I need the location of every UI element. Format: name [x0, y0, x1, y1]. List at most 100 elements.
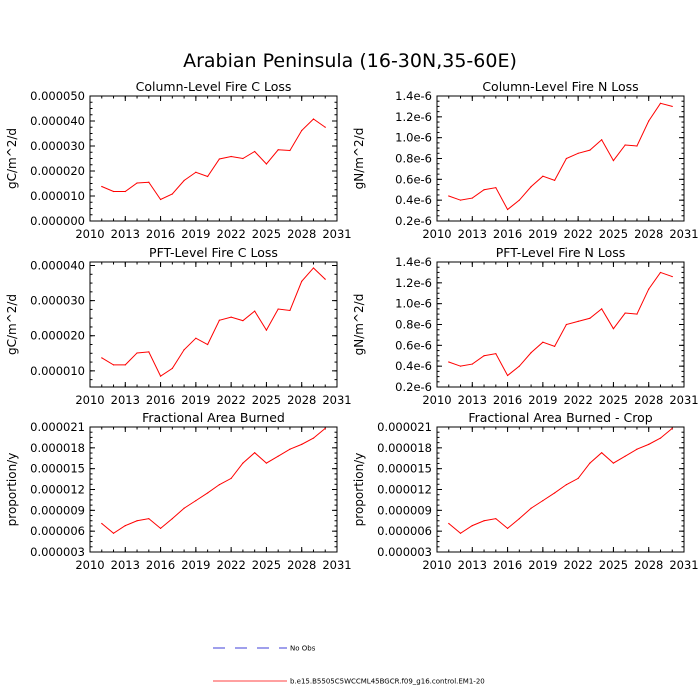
x-tick-label: 2031 [322, 393, 351, 407]
x-tick-label: 2028 [634, 558, 663, 572]
data-point [265, 163, 268, 165]
data-point [254, 452, 256, 454]
data-point [218, 158, 220, 160]
data-point [495, 518, 497, 520]
data-point [518, 199, 520, 201]
data-point [495, 187, 497, 189]
y-axis-label: gC/m^2/d [5, 128, 19, 189]
data-point [159, 198, 162, 201]
data-point [554, 179, 556, 181]
data-point [183, 179, 185, 182]
data-point [506, 208, 509, 211]
series-line [448, 271, 673, 377]
data-point [207, 343, 209, 346]
y-tick-label: 0.000009 [30, 503, 85, 517]
x-tick-label: 2019 [528, 558, 557, 572]
data-point [542, 341, 544, 343]
chart-panels: Column-Level Fire C Loss gC/m^2/d 2010 2013… [5, 79, 699, 572]
x-tick-label: 2022 [564, 227, 593, 241]
data-point [601, 139, 603, 141]
series-line [101, 428, 326, 534]
y-tick-label: 1.2e-6 [395, 110, 432, 124]
chart-panel-6: Fractional Area Burned - Crop proportion/… [352, 410, 699, 572]
data-point [324, 126, 326, 128]
data-point [648, 120, 650, 122]
y-tick-label: 0.000015 [377, 462, 432, 476]
x-tick-label: 2016 [146, 393, 175, 407]
x-tick-label: 2028 [287, 393, 316, 407]
x-tick-label: 2019 [181, 558, 210, 572]
x-tick-label: 2016 [146, 227, 175, 241]
data-point [207, 175, 209, 178]
data-point [542, 500, 544, 502]
x-tick-label: 2019 [181, 393, 210, 407]
data-point [459, 365, 462, 367]
plot-frame [89, 261, 338, 388]
data-point [254, 150, 256, 153]
data-point [589, 462, 591, 464]
data-point [171, 367, 173, 369]
data-point [671, 427, 673, 429]
chart-panel-5: Fractional Area Burned proportion/y 2010 20… [5, 410, 352, 572]
x-tick-label: 2025 [252, 558, 281, 572]
data-point [565, 323, 567, 326]
y-tick-label: 1.0e-6 [395, 131, 432, 145]
data-point [148, 351, 150, 353]
data-point [218, 319, 220, 321]
data-point [659, 102, 662, 104]
y-axis-label: gN/m^2/d [352, 128, 366, 190]
data-point [506, 527, 509, 529]
data-point [195, 171, 197, 173]
data-point [101, 185, 103, 188]
data-point [230, 477, 232, 479]
y-tick-label: 0.000006 [377, 524, 432, 538]
chart-title: Fractional Area Burned - Crop [468, 410, 652, 425]
x-tick-label: 2016 [493, 393, 522, 407]
chart-title: Fractional Area Burned [142, 410, 285, 425]
chart-title: Column-Level Fire C Loss [136, 79, 292, 94]
y-axis-label: proportion/y [5, 453, 19, 527]
data-point [671, 105, 673, 108]
data-point [530, 186, 532, 188]
data-point [265, 329, 268, 331]
x-tick-label: 2031 [322, 558, 351, 572]
y-tick-label: 0.000018 [30, 441, 85, 455]
chart-title: Column-Level Fire N Loss [482, 79, 638, 94]
x-tick-label: 2028 [634, 227, 663, 241]
data-point [124, 190, 126, 193]
data-point [148, 181, 150, 183]
x-tick-label: 2022 [564, 393, 593, 407]
plot-frame [89, 95, 338, 222]
x-tick-label: 2025 [599, 227, 628, 241]
data-point [518, 365, 520, 367]
data-point [589, 149, 591, 151]
x-tick-label: 2013 [458, 558, 487, 572]
data-point [242, 157, 244, 160]
x-tick-label: 2016 [493, 558, 522, 572]
data-point [101, 522, 103, 525]
data-point [312, 118, 315, 120]
y-tick-label: 0.000015 [30, 462, 85, 476]
data-point [554, 492, 556, 494]
data-point [671, 275, 673, 278]
y-tick-label: 0.000040 [30, 259, 85, 273]
y-tick-label: 0.8e-6 [395, 318, 432, 332]
data-point [159, 527, 162, 529]
data-point [577, 320, 579, 322]
y-tick-label: 0.000012 [30, 483, 85, 497]
data-point [112, 532, 115, 534]
x-tick-label: 2022 [217, 558, 246, 572]
data-point [148, 518, 150, 520]
x-tick-label: 2019 [181, 227, 210, 241]
x-tick-label: 2010 [422, 558, 451, 572]
data-point [124, 364, 126, 366]
x-tick-label: 2028 [634, 393, 663, 407]
x-tick-label: 2010 [422, 393, 451, 407]
data-point [565, 484, 567, 486]
data-point [195, 500, 197, 502]
data-point [565, 157, 567, 160]
data-point [448, 522, 450, 525]
y-tick-label: 0.000020 [30, 164, 85, 178]
x-tick-label: 2013 [111, 558, 140, 572]
y-tick-label: 0.4e-6 [395, 359, 432, 373]
